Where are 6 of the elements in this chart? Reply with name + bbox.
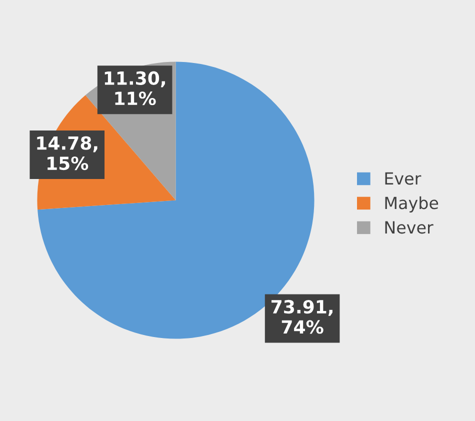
data-label: 14.78, 15% — [37, 136, 98, 170]
legend-label: Ever — [385, 172, 422, 185]
legend-label: Never — [385, 221, 434, 234]
data-label: 73.91, 74% — [272, 300, 332, 334]
legend-label: Maybe — [385, 196, 438, 212]
data-label: 11.30, 11% — [104, 71, 165, 106]
